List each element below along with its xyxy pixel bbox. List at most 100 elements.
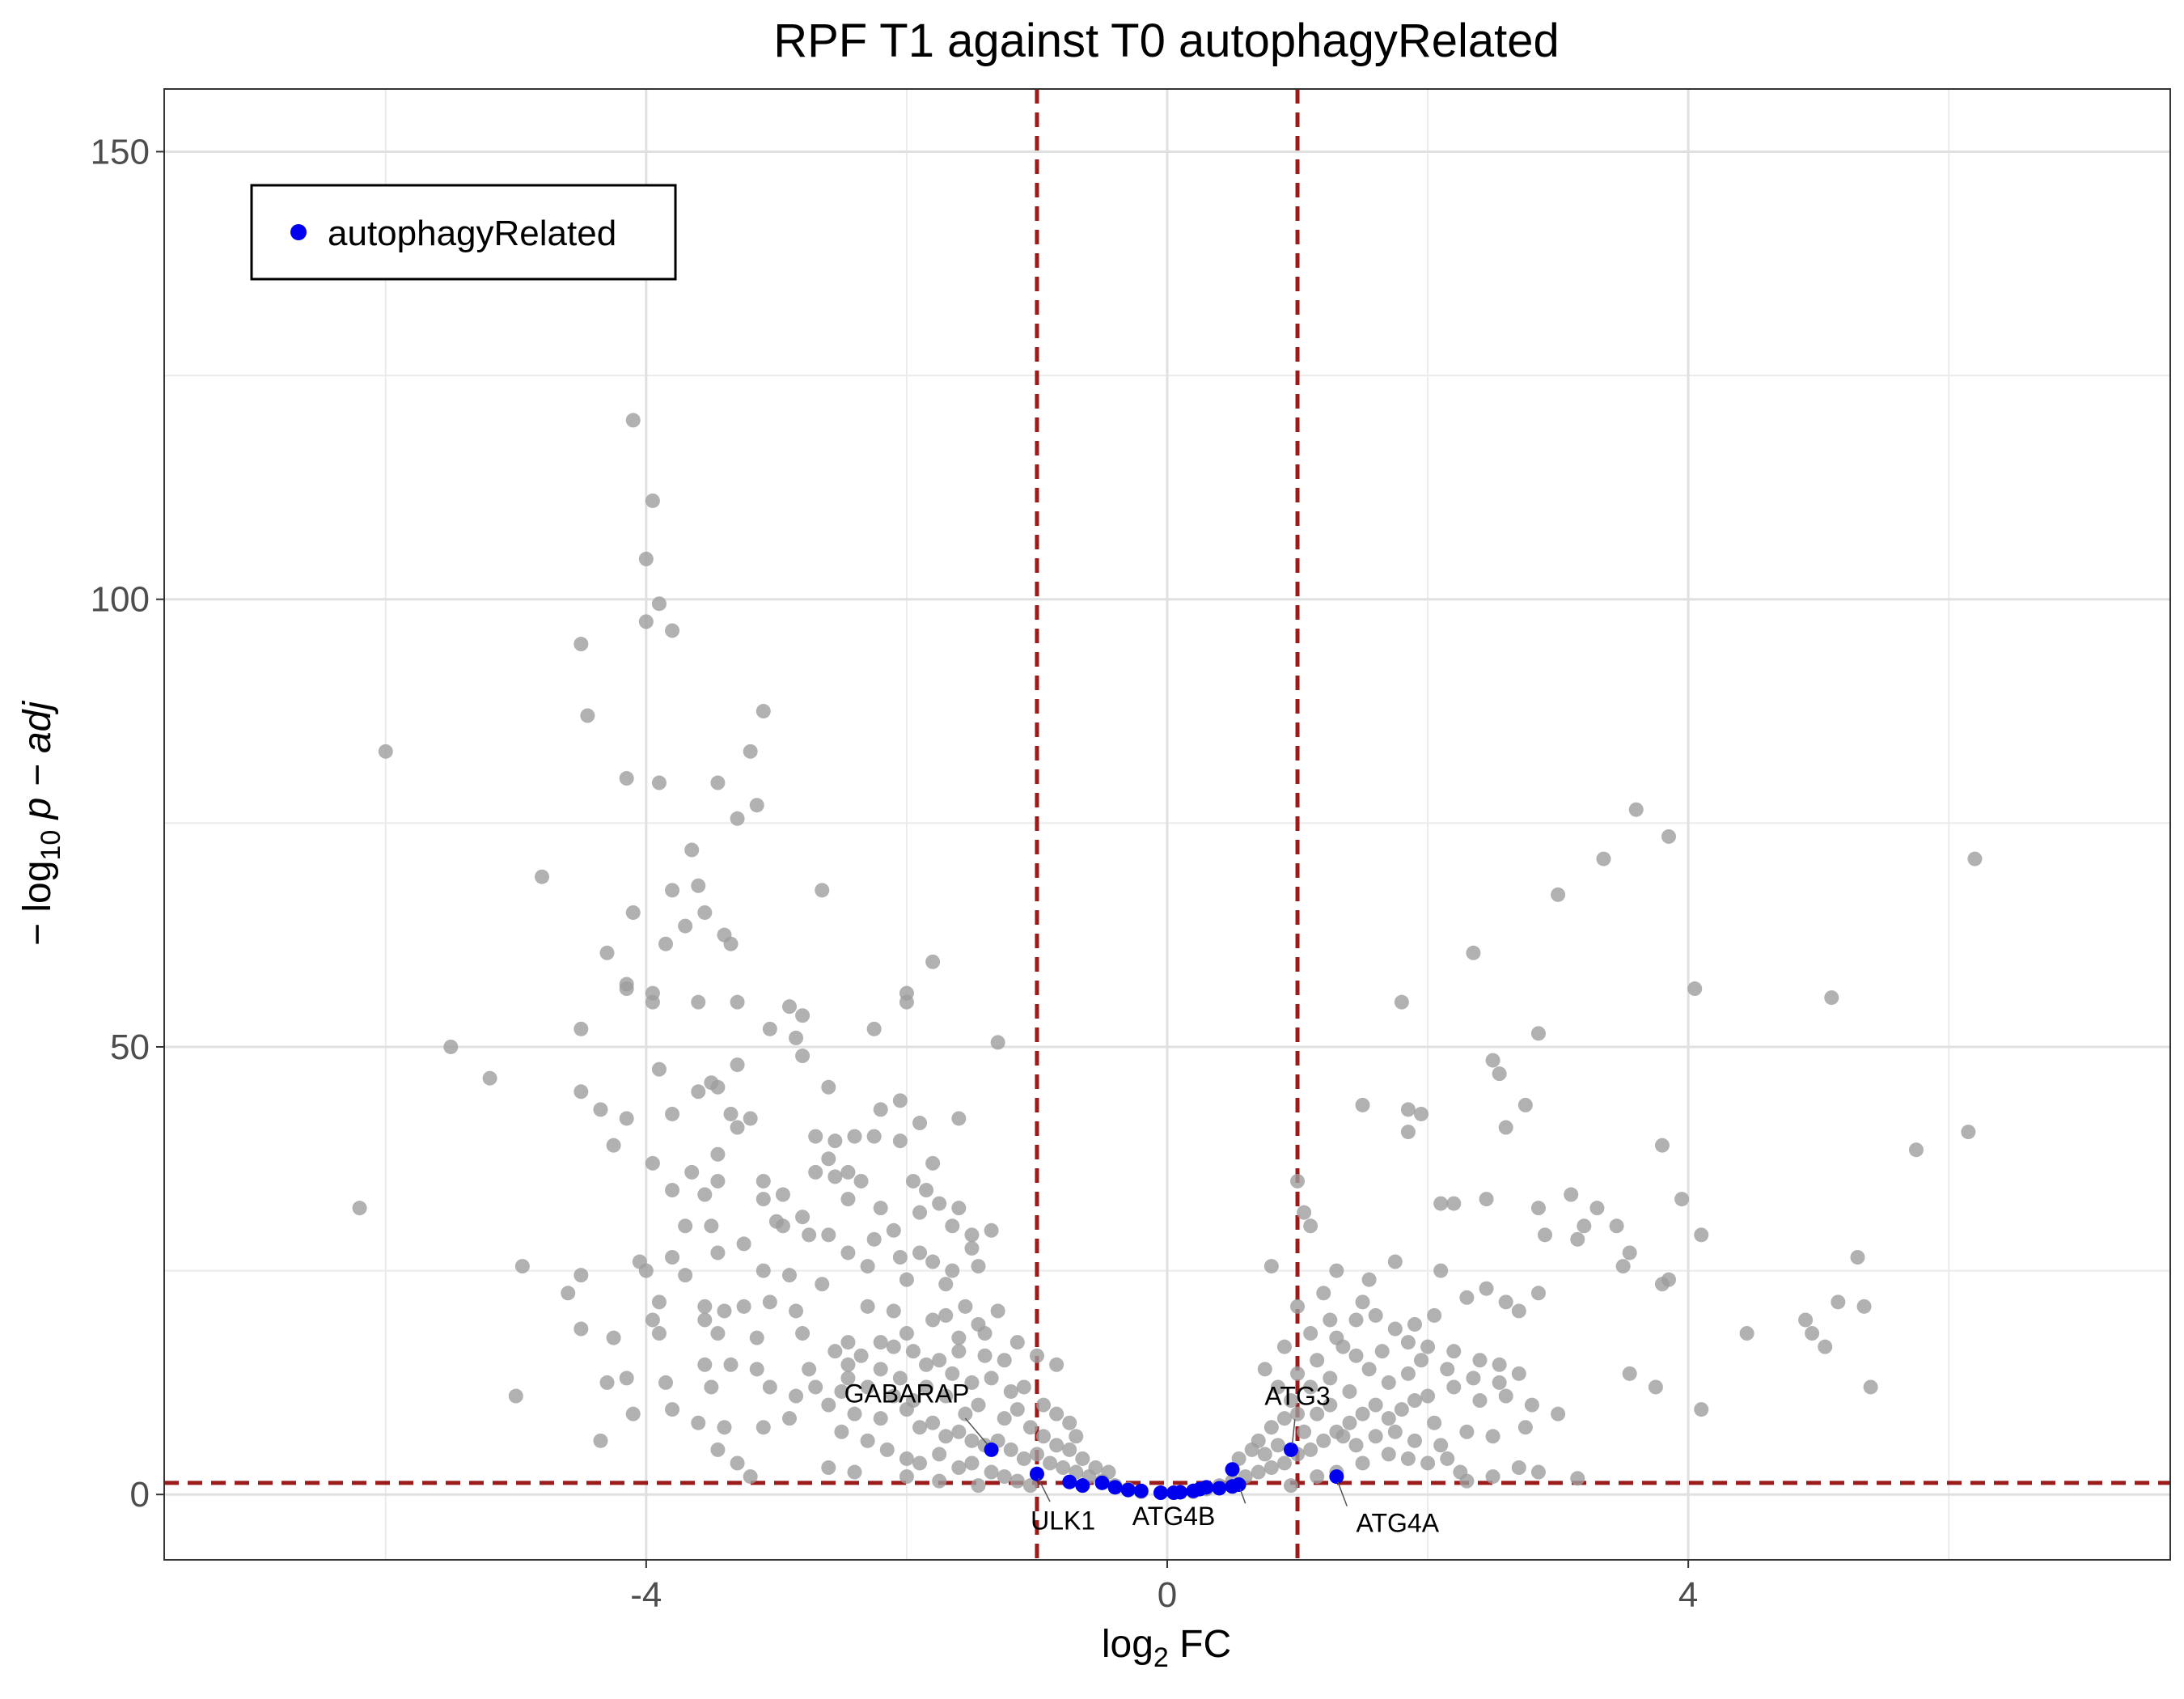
data-point <box>625 905 641 920</box>
data-point <box>1466 945 1481 960</box>
data-point <box>795 1049 811 1064</box>
data-point <box>1323 1397 1338 1413</box>
data-point <box>964 1227 980 1243</box>
gene-label: ATG3 <box>1264 1382 1330 1411</box>
data-point <box>1831 1294 1846 1310</box>
data-point <box>743 1111 758 1126</box>
data-point <box>789 1303 804 1319</box>
data-point <box>873 1411 888 1426</box>
data-point <box>886 1339 901 1354</box>
data-point <box>899 1272 914 1287</box>
data-point <box>938 1388 954 1404</box>
highlight-point <box>1231 1477 1246 1493</box>
data-point <box>840 1192 856 1207</box>
data-point <box>1492 1066 1507 1082</box>
highlight-point <box>1283 1442 1298 1457</box>
data-point <box>1270 1379 1285 1395</box>
data-point <box>925 1312 941 1328</box>
data-point <box>1231 1451 1246 1466</box>
data-point <box>821 1079 836 1095</box>
data-point <box>697 1299 713 1314</box>
data-point <box>1355 1097 1370 1112</box>
data-point <box>1303 1442 1318 1457</box>
data-point <box>1009 1473 1025 1489</box>
data-point <box>1420 1455 1436 1471</box>
data-point <box>789 1030 804 1045</box>
data-point <box>1472 1393 1488 1409</box>
data-point <box>860 1433 875 1448</box>
data-point <box>808 1164 823 1180</box>
legend-box <box>250 184 677 281</box>
label-leader-line <box>964 1417 988 1445</box>
data-point <box>951 1330 967 1345</box>
data-point <box>352 1201 367 1216</box>
data-point <box>1414 1353 1429 1368</box>
data-point <box>704 1379 719 1395</box>
data-point <box>651 1326 667 1341</box>
data-point <box>1407 1433 1422 1448</box>
data-point <box>645 994 660 1010</box>
data-point <box>873 1362 888 1377</box>
data-point <box>691 1084 706 1099</box>
data-point <box>977 1348 993 1363</box>
y-tick-label: 100 <box>91 580 150 620</box>
data-point <box>1335 1429 1351 1444</box>
data-point <box>866 1129 882 1144</box>
data-point <box>678 918 693 934</box>
data-point <box>1517 1097 1533 1112</box>
background-points <box>352 413 1983 1499</box>
data-point <box>1016 1451 1031 1466</box>
data-point <box>886 1388 901 1404</box>
data-point <box>658 1375 673 1390</box>
data-point <box>932 1447 947 1462</box>
highlight-point <box>1153 1485 1168 1501</box>
data-point <box>1551 1406 1566 1421</box>
data-point <box>1427 1415 1442 1430</box>
legend-swatch <box>290 224 307 240</box>
data-point <box>1805 1326 1820 1341</box>
data-point <box>899 1451 914 1466</box>
data-point <box>574 1084 589 1099</box>
data-point <box>645 1155 660 1171</box>
data-point <box>1323 1371 1338 1386</box>
data-point <box>847 1406 862 1421</box>
data-point <box>1414 1106 1429 1121</box>
data-point <box>1270 1438 1285 1453</box>
data-point <box>971 1316 986 1332</box>
data-point <box>665 883 680 898</box>
y-tick-label: 150 <box>91 132 150 172</box>
data-point <box>1967 851 1983 866</box>
data-point <box>1394 994 1409 1010</box>
data-point <box>925 1415 941 1430</box>
data-point <box>964 1240 980 1256</box>
data-point <box>730 811 745 826</box>
data-point <box>892 1371 908 1386</box>
data-point <box>958 1299 973 1314</box>
data-point <box>1387 1424 1403 1439</box>
data-point <box>1687 981 1703 997</box>
data-point <box>1564 1187 1579 1202</box>
data-point <box>730 994 745 1010</box>
data-point <box>847 1129 862 1144</box>
data-point <box>619 771 634 786</box>
gene-labels: GABARAP ULK1 ATG4B ATG3 ATG4A <box>844 1379 1440 1537</box>
data-point <box>853 1173 869 1188</box>
data-point <box>762 1294 777 1310</box>
data-point <box>866 1021 882 1036</box>
data-point <box>1310 1469 1325 1485</box>
highlight-point <box>1133 1483 1149 1498</box>
data-point <box>756 704 771 719</box>
data-point <box>840 1245 856 1260</box>
data-point <box>710 775 726 790</box>
data-point <box>645 1312 660 1328</box>
data-point <box>625 1406 641 1421</box>
data-point <box>1530 1464 1546 1480</box>
data-point <box>1661 828 1676 844</box>
legend: autophagyRelated <box>250 184 677 281</box>
data-point <box>638 551 654 566</box>
data-point <box>1303 1326 1318 1341</box>
data-point <box>1355 1294 1370 1310</box>
data-point <box>717 1420 732 1435</box>
data-point <box>1433 1196 1449 1211</box>
data-point <box>508 1388 523 1404</box>
